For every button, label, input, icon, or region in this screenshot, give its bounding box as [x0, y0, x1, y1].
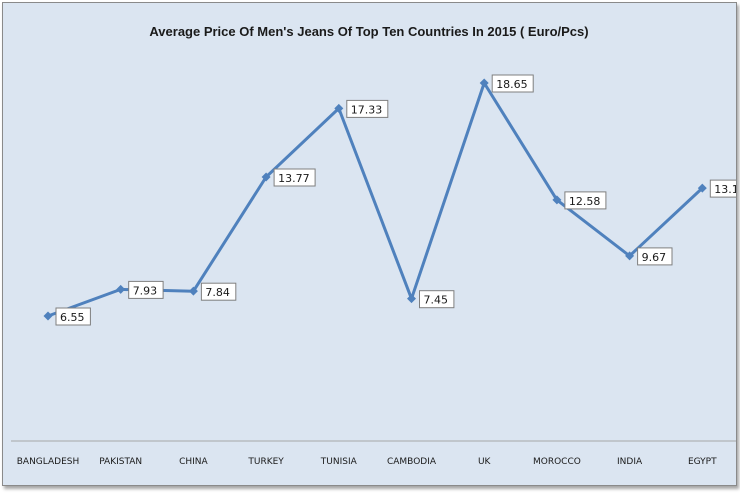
line-chart: Average Price Of Men's Jeans Of Top Ten … [11, 24, 736, 467]
data-label-text: 7.84 [205, 286, 230, 299]
data-label-box [55, 307, 91, 326]
data-label-box [637, 247, 673, 266]
data-point-marker [479, 78, 489, 88]
data-label: 7.84 [200, 282, 237, 301]
data-label-box [200, 282, 237, 301]
data-label-text: 7.45 [424, 294, 449, 307]
data-label: 17.33 [346, 99, 389, 118]
data-label: 6.55 [55, 307, 91, 326]
category-label: TUNISIA [320, 457, 358, 467]
data-label-group: 6.55 7.93 7.84 13.77 17.33 7.45 18.65 12.58 9.67… [55, 74, 736, 326]
data-point-marker [334, 103, 344, 113]
data-label: 7.45 [419, 290, 455, 309]
data-label-box [273, 168, 316, 187]
category-label: CHINA [179, 457, 208, 467]
data-label: 18.65 [491, 74, 534, 93]
data-label-box [128, 280, 164, 299]
category-label: EGYPT [688, 457, 717, 467]
data-label-text: 7.93 [133, 284, 158, 297]
data-label-text: 13.77 [278, 172, 310, 185]
data-label-text: 6.55 [60, 311, 85, 324]
data-point-marker [116, 284, 126, 294]
category-label: TURKEY [247, 457, 284, 467]
data-label: 9.67 [637, 247, 673, 266]
category-label: BANGLADESH [17, 457, 80, 467]
data-label-box [346, 99, 389, 118]
data-point-marker [697, 183, 707, 193]
data-label-box [564, 191, 607, 210]
data-label: 13.77 [273, 168, 316, 187]
data-label-text: 17.33 [351, 103, 383, 116]
data-point-marker [261, 172, 271, 182]
data-label-box [419, 290, 455, 309]
category-label-group: BANGLADESH PAKISTAN CHINA TURKEY TUNISIA CAMB… [17, 457, 717, 467]
category-label: PAKISTAN [99, 457, 142, 467]
data-label: 13.19 [709, 179, 736, 198]
category-label: CAMBODIA [387, 457, 437, 467]
data-point-marker [552, 195, 562, 205]
data-point-marker [407, 294, 416, 304]
category-label: MOROCCO [533, 457, 581, 467]
data-label-text: 18.65 [496, 78, 528, 91]
chart-area: Average Price Of Men's Jeans Of Top Ten … [2, 2, 737, 486]
data-label-text: 12.58 [569, 195, 601, 208]
category-label: UK [478, 457, 492, 467]
data-label-box [709, 179, 736, 198]
data-label-text: 9.67 [642, 251, 667, 264]
data-point-marker [43, 311, 53, 321]
data-label: 12.58 [564, 191, 607, 210]
data-label-box [491, 74, 534, 93]
data-point-marker [625, 251, 635, 261]
category-label: INDIA [617, 457, 643, 467]
data-label-text: 13.19 [714, 183, 736, 196]
chart-title: Average Price Of Men's Jeans Of Top Ten … [149, 24, 588, 39]
data-point-marker [188, 286, 198, 296]
data-label: 7.93 [128, 280, 164, 299]
